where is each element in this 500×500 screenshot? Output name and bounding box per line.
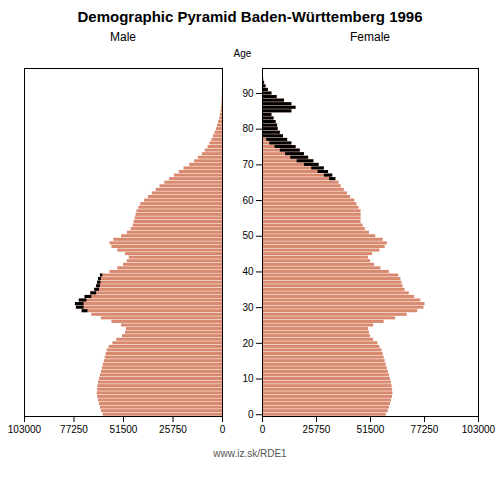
svg-text:0: 0 [220,424,226,435]
svg-text:40: 40 [242,266,254,277]
svg-text:51500: 51500 [357,424,385,435]
svg-text:0: 0 [248,409,254,420]
svg-text:80: 80 [242,123,254,134]
html-text:Demographic Pyramid Baden-Würt: Demographic Pyramid Baden-Württemberg 19… [77,8,423,25]
svg-text:70: 70 [242,159,254,170]
svg-text:103000: 103000 [8,424,42,435]
svg-text:20: 20 [242,338,254,349]
html-text:Male: Male [110,30,136,44]
svg-text:Age: Age [234,48,252,59]
svg-text:10: 10 [242,373,254,384]
html-text:www.iz.sk/RDE1: www.iz.sk/RDE1 [213,448,287,459]
svg-text:25750: 25750 [159,424,187,435]
svg-text:60: 60 [242,195,254,206]
svg-text:77250: 77250 [411,424,439,435]
svg-text:90: 90 [242,88,254,99]
svg-text:51500: 51500 [110,424,138,435]
svg-text:30: 30 [242,302,254,313]
svg-text:25750: 25750 [303,424,331,435]
svg-text:50: 50 [242,230,254,241]
svg-text:103000: 103000 [462,424,496,435]
svg-text:77250: 77250 [60,424,88,435]
svg-text:0: 0 [260,424,266,435]
html-text:Female: Female [350,30,390,44]
